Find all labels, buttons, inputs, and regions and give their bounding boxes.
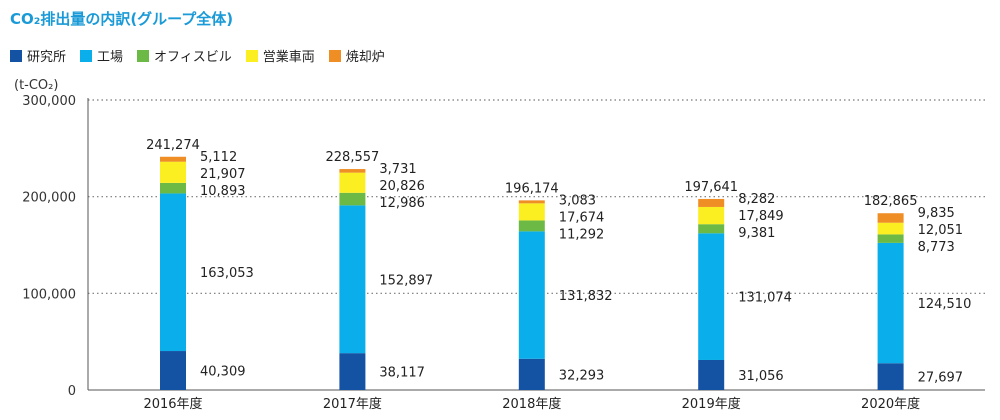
bar-segment [160, 193, 186, 352]
data-label: 131,832 [559, 289, 613, 304]
data-label: 20,826 [379, 179, 425, 194]
legend-swatch [245, 49, 258, 62]
data-label: 31,056 [738, 369, 784, 384]
data-label: 38,117 [379, 366, 425, 381]
legend: 研究所 工場 オフィスビル 営業車両 焼却炉 [10, 46, 385, 65]
data-label: 17,674 [559, 210, 605, 225]
bar-segment [160, 161, 186, 183]
total-label: 197,641 [684, 180, 738, 195]
bar-segment [160, 156, 186, 162]
bar-segment [339, 353, 366, 390]
bar-segment [339, 172, 366, 193]
data-label: 12,051 [918, 223, 964, 238]
data-label: 5,112 [200, 150, 237, 165]
bar-segment [698, 233, 725, 360]
legend-item: オフィスビル [137, 46, 232, 65]
bar-segment [698, 224, 725, 234]
x-tick-label: 2020年度 [861, 396, 920, 412]
data-label: 8,282 [738, 192, 775, 207]
y-tick-label: 300,000 [22, 94, 76, 109]
bar-segment [877, 213, 904, 223]
data-label: 163,053 [200, 266, 254, 281]
legend-label: 営業車両 [262, 50, 315, 65]
bar-segment [877, 242, 904, 364]
chart-title: CO₂排出量の内訳(グループ全体) [10, 10, 234, 28]
data-label: 9,381 [738, 226, 775, 241]
bar-segment [877, 234, 904, 243]
legend-item: 工場 [80, 46, 123, 65]
legend-item: 焼却炉 [328, 46, 385, 65]
bar-segment [877, 363, 904, 390]
total-label: 241,274 [146, 138, 200, 153]
x-tick-label: 2017年度 [323, 396, 382, 412]
data-label: 124,510 [918, 297, 972, 312]
data-label: 9,835 [918, 206, 955, 221]
bar-segment [160, 351, 186, 390]
x-tick-label: 2018年度 [502, 396, 561, 412]
total-label: 182,865 [864, 194, 918, 209]
legend-swatch [10, 49, 22, 62]
bar-segment [698, 206, 725, 225]
legend-swatch [80, 49, 93, 62]
data-label: 40,309 [200, 365, 246, 380]
bar-segment [698, 359, 725, 390]
legend-swatch [137, 49, 150, 62]
bar-segment [339, 205, 366, 354]
y-tick-label: 200,000 [22, 191, 76, 206]
data-label: 11,292 [559, 227, 605, 242]
y-tick-label: 0 [68, 384, 76, 399]
x-tick-label: 2019年度 [682, 396, 741, 412]
bar-segment [698, 198, 725, 207]
data-label: 3,083 [559, 193, 596, 208]
data-label: 10,893 [200, 184, 246, 199]
data-label: 12,986 [379, 196, 425, 211]
legend-label: オフィスビル [154, 50, 232, 65]
data-label: 152,897 [379, 273, 433, 288]
data-label: 17,849 [738, 209, 784, 224]
bar-segment [877, 222, 904, 235]
data-label: 21,907 [200, 167, 246, 182]
unit-label: (t-CO₂) [14, 78, 58, 93]
data-label: 3,731 [379, 162, 416, 177]
y-tick-label: 100,000 [22, 287, 76, 302]
x-tick-label: 2016年度 [143, 396, 202, 412]
legend-item: 営業車両 [245, 46, 315, 65]
legend-label: 工場 [97, 50, 124, 65]
bar-segment [518, 358, 545, 390]
legend-swatch [328, 49, 341, 62]
data-label: 8,773 [918, 240, 955, 255]
bar-segment [518, 231, 545, 359]
legend-item: 研究所 [10, 46, 66, 65]
bar-segment [160, 182, 186, 194]
data-label: 32,293 [559, 368, 605, 383]
data-label: 27,697 [918, 371, 964, 386]
data-label: 131,074 [738, 291, 792, 306]
bar-segment [339, 192, 366, 206]
bar-segment [518, 200, 545, 204]
legend-label: 焼却炉 [345, 50, 385, 65]
bar-segment [518, 220, 545, 232]
total-label: 196,174 [505, 181, 559, 196]
bar-segment [518, 203, 545, 221]
total-label: 228,557 [326, 150, 380, 165]
legend-label: 研究所 [27, 50, 67, 65]
bar-segment [339, 169, 366, 173]
